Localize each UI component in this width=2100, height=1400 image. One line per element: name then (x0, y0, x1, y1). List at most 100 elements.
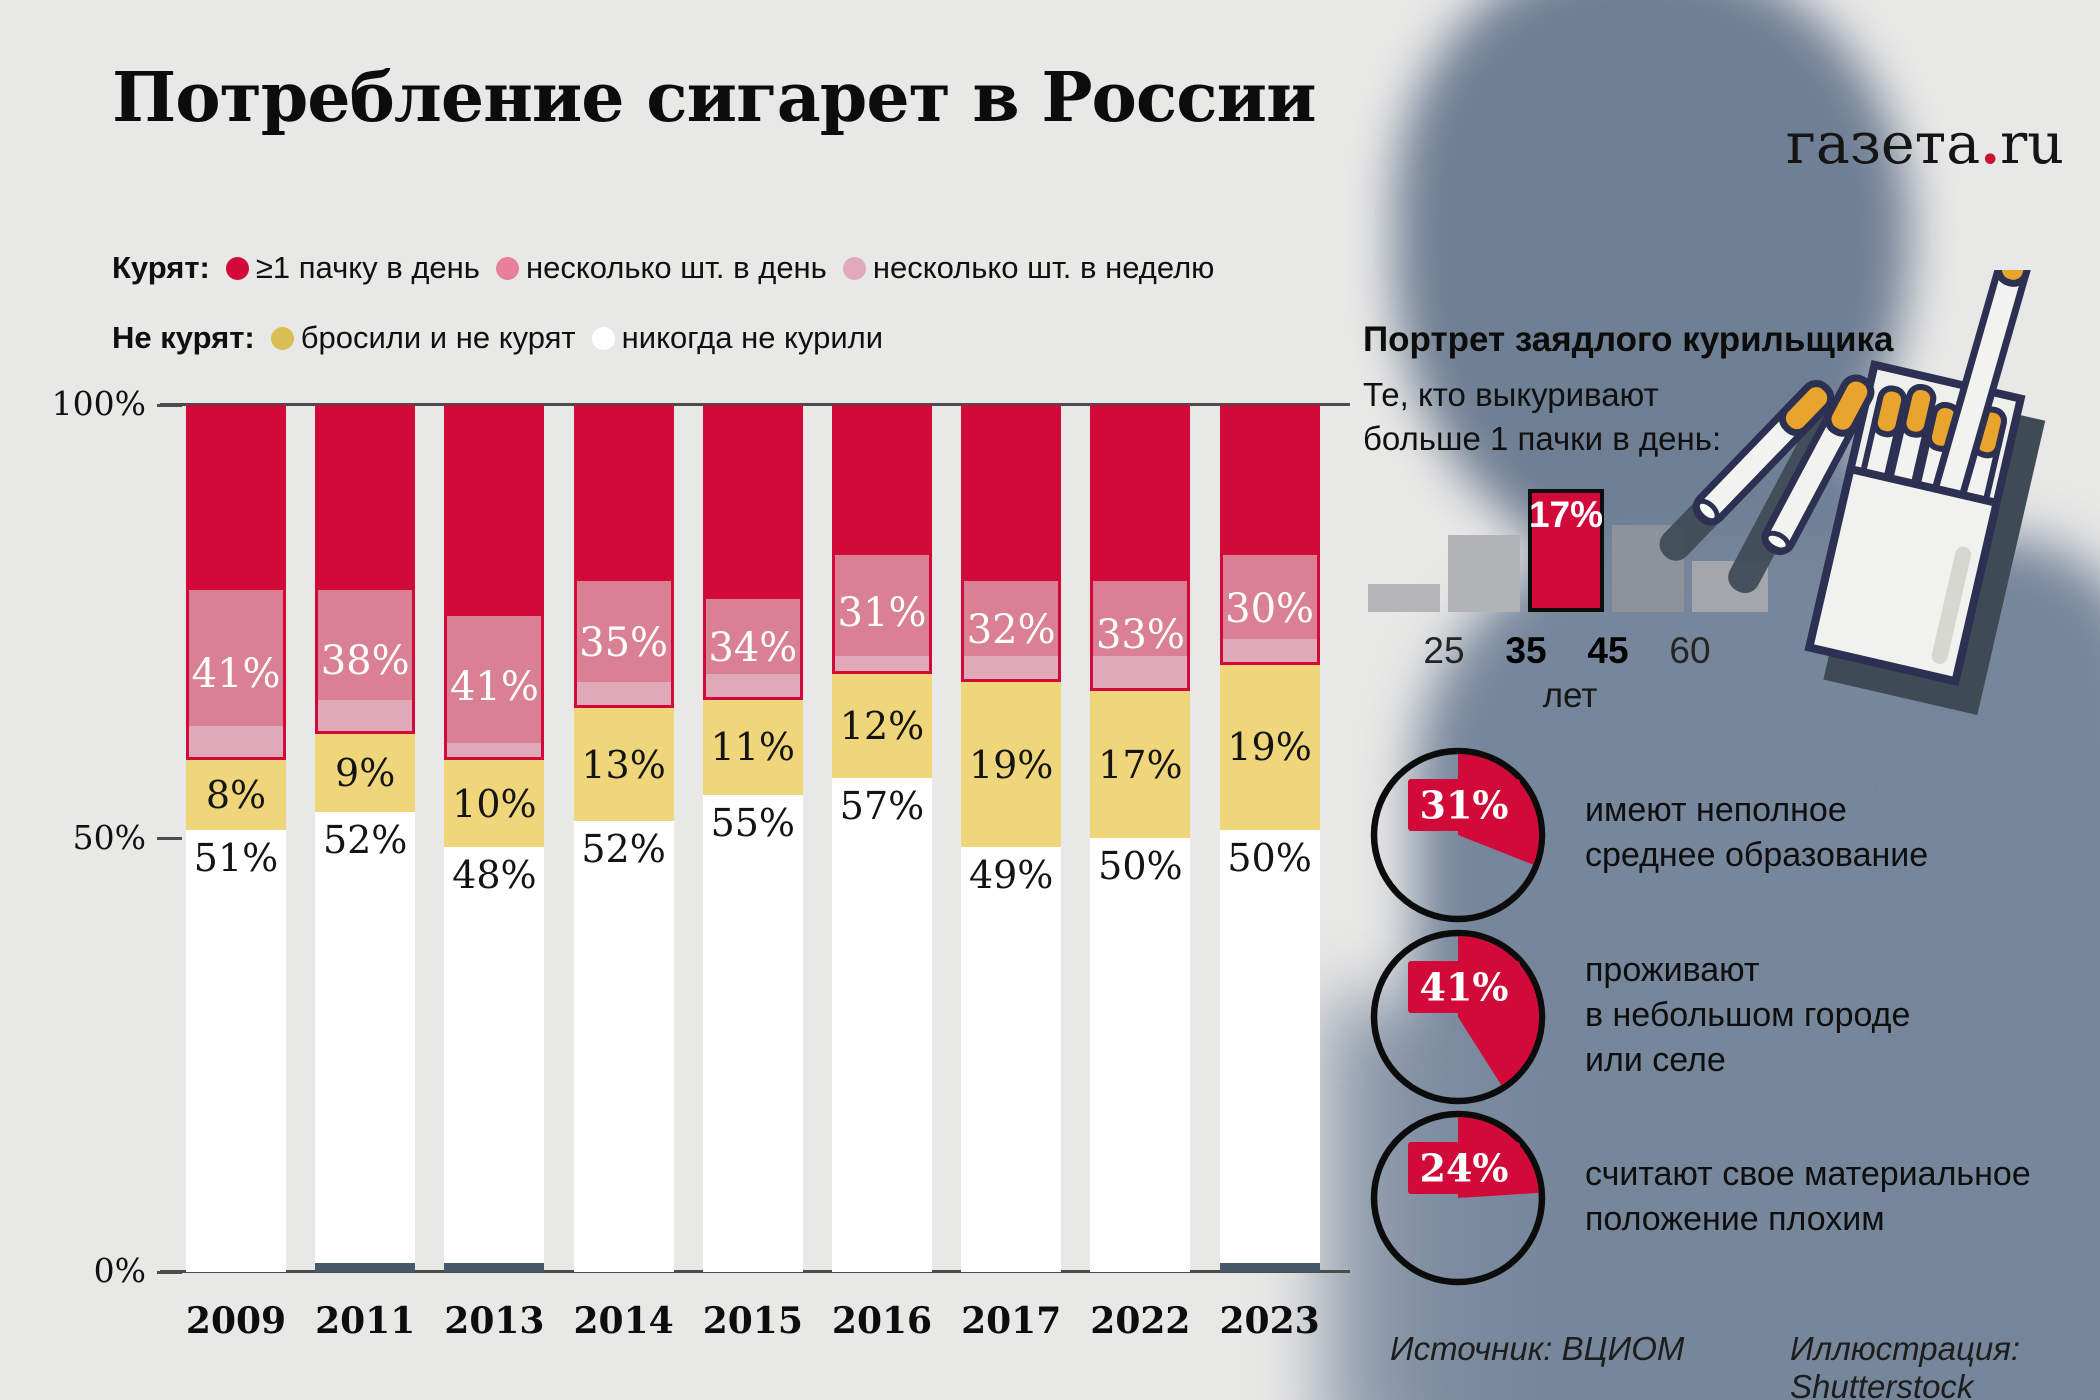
segment-pack-day (702, 405, 803, 596)
legend-dot-icon (591, 326, 615, 350)
legend-item-label: никогда не курили (621, 320, 884, 355)
pie-chart-0: 31% (1370, 747, 1546, 923)
segment-pack-day (573, 405, 674, 579)
segment-pack-day (1219, 405, 1320, 553)
segment-pack-day (186, 405, 286, 588)
segment-unlabeled-dark (444, 1263, 545, 1272)
segment-several-week (189, 725, 283, 758)
legend-dot-icon (225, 256, 249, 280)
age-bar-highlight-label: 17% (1528, 494, 1604, 535)
segment-never: 48% (444, 847, 545, 1264)
smoke-total-label: 34% (708, 624, 798, 671)
segment-quit: 13% (573, 708, 674, 822)
pie-value-label: 24% (1420, 1146, 1509, 1191)
gridline-100 (160, 403, 1350, 406)
year-label-2014: 2014 (573, 1300, 674, 1342)
legend-item-label: бросили и не курят (300, 320, 576, 355)
pie-text-1: проживают в небольшом городе или селе (1585, 948, 1910, 1083)
cigarettes-illustration (1659, 270, 2046, 716)
year-label-2013: 2013 (444, 1300, 545, 1342)
segment-never: 49% (961, 847, 1062, 1272)
bar-2017: 32% 19% 49% (961, 405, 1062, 1272)
segment-several-day (1093, 581, 1188, 657)
segment-several-week (447, 743, 542, 758)
smoke-total-label: 38% (320, 637, 410, 684)
pie-text-line: или селе (1585, 1041, 1726, 1079)
segment-never: 57% (832, 777, 932, 1272)
segment-never: 50% (1090, 838, 1191, 1272)
segment-several-box: 41% (444, 613, 545, 761)
pie-circle (1370, 1110, 1546, 1286)
bar-2016: 31% 12% 57% (832, 405, 932, 1272)
segment-unlabeled-dark (1219, 1263, 1320, 1272)
age-axis-label-45: 45 (1587, 630, 1629, 671)
segment-several-box: 33% (1090, 578, 1191, 692)
year-label-2015: 2015 (702, 1300, 803, 1342)
pie-text-0: имеют неполное среднее образование (1585, 788, 1928, 878)
segment-several-box: 31% (832, 552, 932, 674)
segment-several-week (318, 699, 413, 732)
pie-label-box (1408, 1142, 1520, 1194)
segment-quit: 10% (444, 760, 545, 848)
pie-circle (1370, 747, 1546, 923)
y-tick-dash-50 (157, 837, 182, 840)
age-bar-0 (1368, 584, 1440, 612)
legend-item-smoke-2: несколько шт. в неделю (842, 250, 1215, 286)
legend-item-label: несколько шт. в неделю (872, 250, 1215, 285)
legend-item-label: ≥1 пачку в день (255, 250, 480, 285)
legend-smoke-label: Курят: (112, 250, 210, 285)
age-axis-label-25: 25 (1423, 630, 1465, 671)
segment-quit: 19% (1219, 665, 1320, 830)
segment-several-box: 34% (702, 595, 803, 700)
pie-circle (1370, 929, 1546, 1105)
segment-several-day (447, 616, 542, 744)
segment-several-box: 41% (186, 587, 286, 761)
legend-item-label: несколько шт. в день (525, 250, 827, 285)
segment-several-day (1222, 555, 1317, 640)
legend-dot-icon (495, 256, 519, 280)
source-credit: Источник: ВЦИОМ (1390, 1330, 1685, 1367)
pie-chart-2: 24% (1370, 1110, 1546, 1286)
legend-item-smoke-1: несколько шт. в день (495, 250, 827, 286)
bar-2013: 41% 10% 48% (444, 405, 545, 1272)
segment-several-box: 38% (315, 587, 416, 735)
portrait-subtitle-line2: больше 1 пачки в день: (1363, 420, 1722, 457)
pie-label-box (1408, 961, 1520, 1013)
smoke-total-label: 35% (579, 620, 669, 667)
segment-never: 55% (702, 795, 803, 1272)
y-tick-dash-0 (157, 1270, 182, 1274)
legend-dot-icon (842, 256, 866, 280)
segment-quit: 11% (702, 699, 803, 796)
legend-nosmoke-row: Не курят: бросили и не курят никогда не к… (112, 320, 883, 356)
smoke-total-label: 33% (1095, 611, 1185, 658)
legend-dot-icon (270, 326, 294, 350)
segment-pack-day (1090, 405, 1191, 579)
gazeta-logo: газета.ru (1786, 110, 2064, 177)
logo-tld: ru (2000, 111, 2065, 177)
segment-several-day (835, 555, 929, 657)
segment-never: 50% (1219, 829, 1320, 1264)
segment-several-box: 35% (573, 578, 674, 709)
year-label-2009: 2009 (185, 1300, 287, 1342)
smoke-total-label: 31% (837, 590, 927, 637)
pie-text-line: считают свое материальное (1585, 1155, 2031, 1193)
segment-several-week (576, 682, 671, 706)
bar-2022: 33% 17% 50% (1090, 405, 1191, 1272)
segment-several-week (964, 656, 1059, 680)
bar-2009: 41% 8% 51% (186, 405, 286, 1272)
segment-several-week (1222, 639, 1317, 663)
logo-red-dot-icon: . (1980, 110, 2001, 177)
segment-pack-day (961, 405, 1062, 579)
pie-text-line: среднее образование (1585, 836, 1929, 874)
pie-text-line: в небольшом городе (1585, 996, 1911, 1034)
year-label-2016: 2016 (831, 1300, 933, 1342)
year-label-2022: 2022 (1090, 1300, 1191, 1342)
segment-several-day (189, 590, 283, 726)
segment-several-week (705, 673, 800, 697)
pie-label-box (1408, 779, 1520, 831)
cigarette-pack (1804, 270, 2042, 686)
